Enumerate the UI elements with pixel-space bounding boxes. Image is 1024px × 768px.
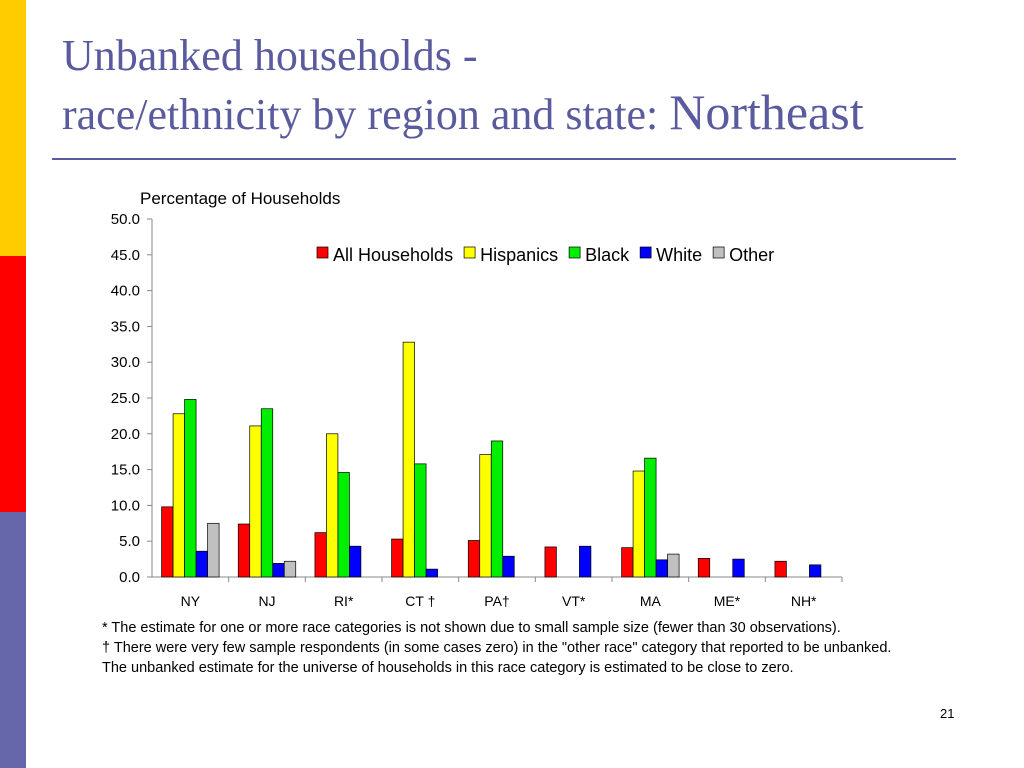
- y-tick-label: 30.0: [111, 354, 140, 371]
- bar: [402, 341, 415, 578]
- bar: [314, 532, 327, 578]
- y-tick-label: 15.0: [111, 462, 140, 479]
- x-tick-label: ME*: [714, 593, 741, 609]
- footnotes: * The estimate for one or more race cate…: [102, 618, 892, 678]
- footnote-other-race: † There were very few sample respondents…: [102, 640, 892, 676]
- bar: [283, 560, 297, 578]
- bar: [621, 547, 634, 578]
- bar: [490, 440, 504, 578]
- title-region: Northeast: [669, 84, 864, 140]
- slide-title: Unbanked households - race/ethnicity by …: [62, 28, 1002, 143]
- y-tick-label: 40.0: [111, 283, 140, 300]
- x-tick-label: CT †: [405, 593, 435, 609]
- legend-swatch: [568, 246, 581, 259]
- bar: [667, 553, 680, 578]
- bar: [326, 433, 339, 578]
- bar: [479, 454, 492, 578]
- bar: [579, 545, 592, 578]
- legend-label: White: [656, 245, 702, 265]
- bar: [414, 463, 427, 578]
- y-tick-label: 0.0: [119, 569, 140, 586]
- title-underline: [52, 158, 956, 160]
- bar: [644, 457, 657, 578]
- bar: [425, 568, 438, 578]
- bar: [544, 546, 557, 578]
- y-tick-label: 5.0: [119, 533, 140, 550]
- bar: [502, 555, 515, 578]
- legend-label: Hispanics: [480, 245, 558, 265]
- legend-label: Other: [729, 245, 774, 265]
- y-tick-label: 25.0: [111, 390, 140, 407]
- bar: [809, 564, 822, 578]
- x-tick-label: VT*: [562, 593, 586, 609]
- x-tick-label: NY: [181, 593, 201, 609]
- bar: [391, 538, 404, 578]
- x-tick-label: PA†: [484, 593, 509, 609]
- bar: [172, 413, 185, 578]
- x-tick-label: NH*: [791, 593, 817, 609]
- x-tick-label: NJ: [258, 593, 275, 609]
- bar: [260, 408, 274, 578]
- legend-swatch: [712, 246, 725, 259]
- legend-swatch: [639, 246, 652, 259]
- legend-label: All Households: [333, 245, 453, 265]
- title-line-2-text: race/ethnicity by region and state:: [62, 90, 670, 139]
- bar: [272, 563, 285, 578]
- y-tick-label: 45.0: [111, 247, 140, 264]
- bar: [774, 560, 787, 578]
- bar: [732, 558, 745, 578]
- legend-swatch: [463, 246, 476, 259]
- bar: [237, 523, 251, 578]
- stripe-yellow: [0, 0, 26, 256]
- bar-chart: Percentage of Households 0.0 5.0 10.0 15.0 20…: [111, 189, 843, 609]
- y-axis-title: Percentage of Households: [140, 189, 340, 208]
- legend-label: Black: [585, 245, 630, 265]
- y-tick-label: 20.0: [111, 426, 140, 443]
- legend: All Households Hispanics Black White Other: [316, 245, 774, 265]
- footnote-sample-size: * The estimate for one or more race cate…: [102, 620, 841, 636]
- bar: [697, 558, 711, 578]
- title-line-1: Unbanked households -: [62, 31, 478, 80]
- bar: [161, 506, 174, 578]
- bar: [632, 470, 645, 578]
- bar: [249, 425, 262, 578]
- legend-swatch: [316, 246, 329, 259]
- bar: [655, 559, 668, 578]
- y-tick-label: 35.0: [111, 318, 140, 335]
- stripe-red: [0, 256, 26, 512]
- x-tick-label: RI*: [334, 593, 354, 609]
- bar: [184, 399, 197, 578]
- bar: [467, 540, 481, 578]
- y-tick-label: 10.0: [111, 497, 140, 514]
- stripe-blue: [0, 512, 26, 768]
- y-tick-label: 50.0: [111, 211, 140, 228]
- bar: [337, 472, 350, 578]
- bar: [207, 522, 220, 578]
- x-tick-label: MA: [640, 593, 662, 609]
- page-number: 21: [940, 706, 955, 721]
- bar: [195, 550, 208, 578]
- title-line-2: race/ethnicity by region and state: Nort…: [62, 84, 1002, 143]
- bar: [349, 545, 362, 578]
